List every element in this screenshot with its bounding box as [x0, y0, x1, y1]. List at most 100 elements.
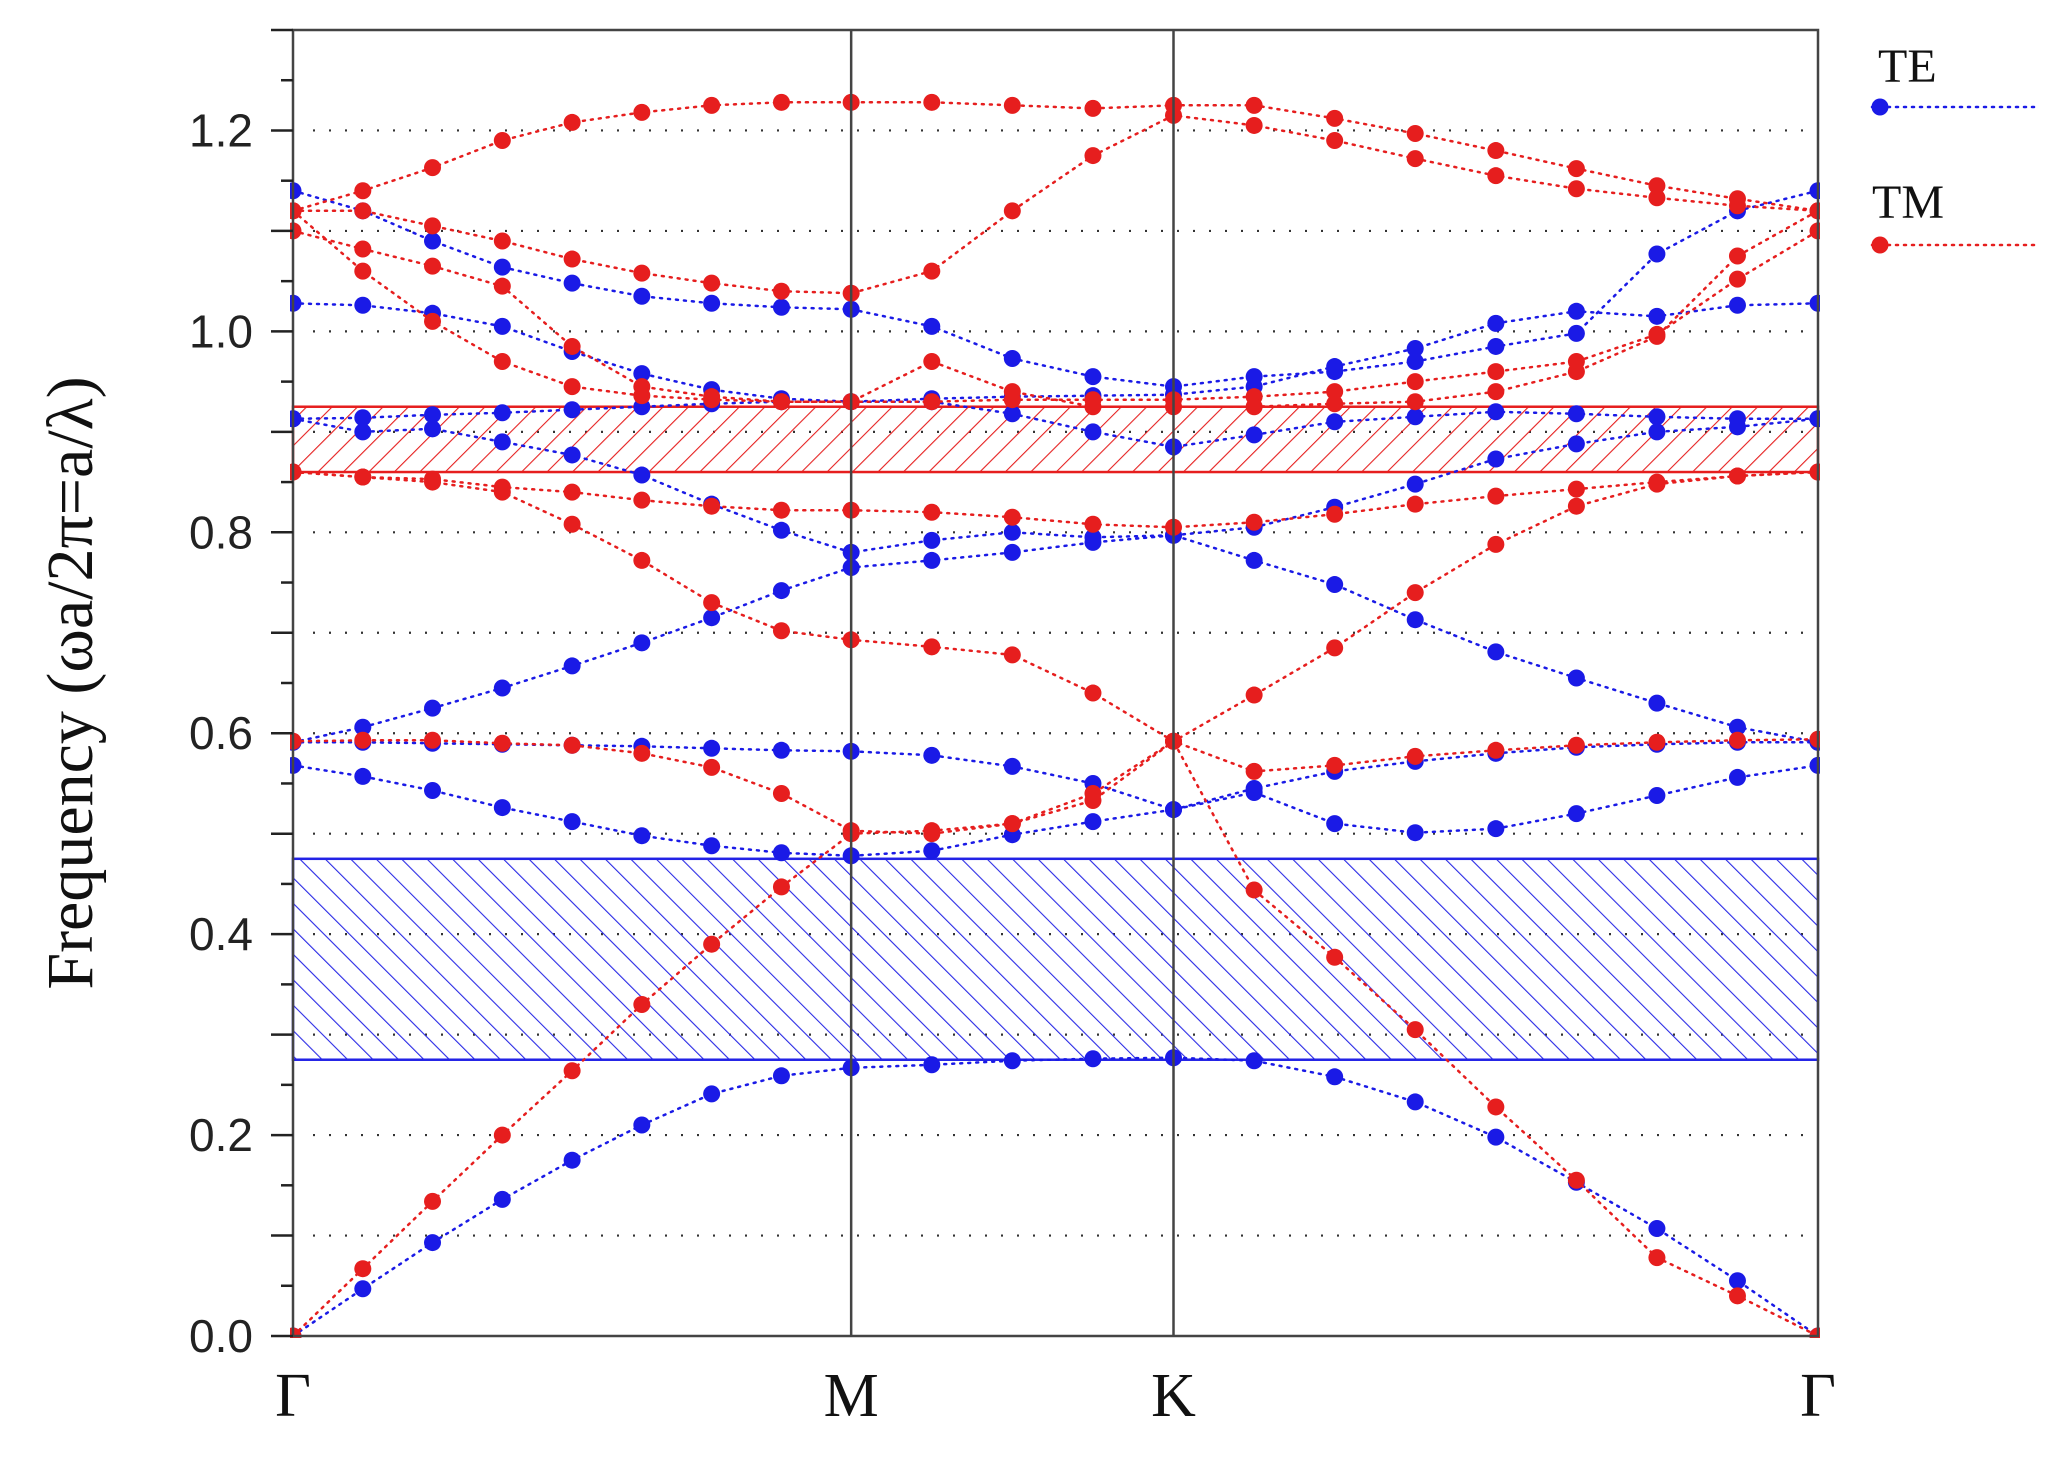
- te-band-point: [563, 1151, 581, 1169]
- te-band-point: [772, 741, 790, 759]
- te-band-point: [1245, 779, 1263, 797]
- te-band-point: [493, 433, 511, 451]
- tm-band-point: [1003, 383, 1021, 401]
- te-band-point: [424, 420, 442, 438]
- te-band-point: [1406, 824, 1424, 842]
- te-band-point: [1326, 815, 1344, 833]
- axis-labels: Frequency (ωa/2π=a/λ) 0.0 0.2 0.4 0.6 0.8 1.0…: [34, 104, 1836, 1430]
- tm-band-point: [1728, 190, 1746, 208]
- te-band-point: [1648, 694, 1666, 712]
- te-band-point: [772, 582, 790, 600]
- te-band-point: [923, 746, 941, 764]
- tm-band-point: [1406, 393, 1424, 411]
- tm-band-point: [923, 262, 941, 280]
- tm-band-point: [1326, 505, 1344, 523]
- tm-band-point: [772, 282, 790, 300]
- te-band-point: [1567, 805, 1585, 823]
- band-gaps: [291, 405, 1820, 1061]
- tm-band-point: [633, 551, 651, 569]
- tm-band-point: [772, 501, 790, 519]
- tm-band-point: [563, 483, 581, 501]
- te-band-point: [1245, 368, 1263, 386]
- tm-band-point: [1406, 373, 1424, 391]
- tm-band-point: [354, 468, 372, 486]
- tm-band-point: [493, 353, 511, 371]
- tm-band-point: [424, 217, 442, 235]
- tm-band-point: [1003, 96, 1021, 114]
- tm-band-point: [563, 378, 581, 396]
- te-band-point: [1648, 423, 1666, 441]
- te-band-point: [633, 287, 651, 305]
- te-band-point: [1003, 1052, 1021, 1070]
- tm-band-point: [1487, 142, 1505, 160]
- legend-te-sample-marker: [1871, 98, 1889, 116]
- te-band-point: [703, 1085, 721, 1103]
- tm-band-point: [633, 744, 651, 762]
- te-band-point: [1487, 643, 1505, 661]
- legend-tm-label: TM: [1872, 176, 1944, 229]
- tm-band-point: [1648, 177, 1666, 195]
- te-band-point: [703, 609, 721, 627]
- tm-band-line: [291, 101, 1820, 213]
- tm-band-point: [703, 935, 721, 953]
- te-band-point: [1003, 523, 1021, 541]
- tm-band-point: [493, 478, 511, 496]
- te-band-point: [1326, 1068, 1344, 1086]
- te-band-line: [291, 741, 1820, 811]
- te-band-point: [633, 634, 651, 652]
- tm-band-line: [291, 470, 1820, 773]
- tm-band-point: [493, 132, 511, 150]
- tm-band-point: [1567, 160, 1585, 178]
- x-tick-label: Γ: [275, 1362, 311, 1430]
- tm-band-point: [424, 470, 442, 488]
- te-band-point: [1406, 1093, 1424, 1111]
- te-band-point: [772, 298, 790, 316]
- te-band-point: [772, 844, 790, 862]
- tm-band-point: [923, 638, 941, 656]
- te-band-line: [291, 302, 1820, 403]
- y-tick-label: 0.2: [189, 1109, 253, 1161]
- te-band-point: [493, 317, 511, 335]
- tm-band-point: [1487, 1098, 1505, 1116]
- te-band-point: [1084, 368, 1102, 386]
- tm-band-point: [1567, 180, 1585, 198]
- te-band-point: [1567, 324, 1585, 342]
- te-band-point: [424, 1234, 442, 1252]
- tm-band-point: [1245, 881, 1263, 899]
- te-band-point: [1567, 405, 1585, 423]
- te-band-line: [291, 189, 1820, 388]
- te-band-point: [923, 842, 941, 860]
- te-band-point: [633, 365, 651, 383]
- te-band-line: [291, 417, 1820, 554]
- te-band-point: [772, 1067, 790, 1085]
- te-band-point: [1245, 426, 1263, 444]
- tm-band-point: [1084, 147, 1102, 165]
- te-band-point: [493, 404, 511, 422]
- te-band-point: [1648, 1220, 1666, 1238]
- tm-band-point: [1084, 99, 1102, 117]
- tm-band-point: [1326, 639, 1344, 657]
- te-band-point: [633, 1116, 651, 1134]
- tm-band-point: [1245, 686, 1263, 704]
- te-band-point: [493, 258, 511, 276]
- x-tick-label: Γ: [1800, 1362, 1836, 1430]
- y-tick-label: 0.8: [189, 506, 253, 558]
- tm-band-point: [1487, 535, 1505, 553]
- te-band-point: [1406, 408, 1424, 426]
- te-band-point: [354, 1280, 372, 1298]
- tm-band-point: [493, 1126, 511, 1144]
- band-data: [290, 93, 1820, 1338]
- band-gap-te: [291, 857, 1820, 1061]
- tm-band-point: [424, 159, 442, 177]
- te-band-point: [1567, 435, 1585, 453]
- tm-band-point: [1406, 584, 1424, 602]
- tm-band-point: [703, 497, 721, 515]
- te-band-point: [772, 521, 790, 539]
- te-band-point: [1003, 350, 1021, 368]
- tm-band-point: [772, 785, 790, 803]
- x-tick-label: M: [824, 1362, 879, 1430]
- tm-band-point: [633, 387, 651, 405]
- te-band-point: [1728, 718, 1746, 736]
- te-band-point: [703, 739, 721, 757]
- tm-band-point: [1487, 167, 1505, 185]
